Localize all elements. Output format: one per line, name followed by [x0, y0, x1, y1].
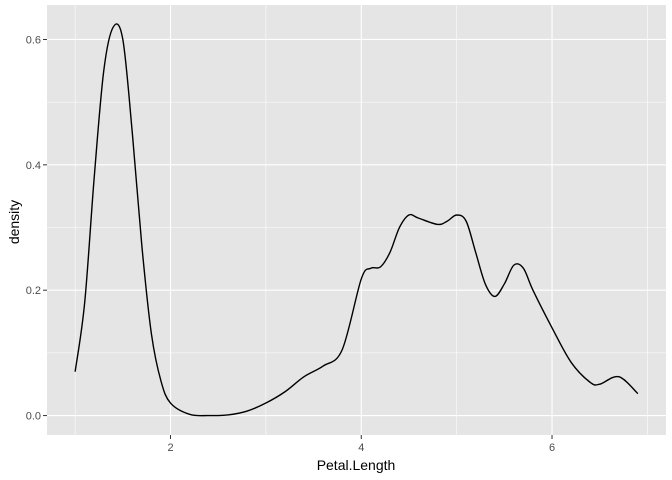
x-axis: 2 4 6 [167, 435, 555, 454]
y-tick-label: 0.2 [26, 285, 41, 297]
y-tick-label: 0.6 [26, 34, 41, 46]
y-tick-label: 0.0 [26, 411, 41, 423]
x-axis-title: Petal.Length [317, 457, 396, 473]
y-axis: 0.0 0.2 0.4 0.6 [26, 34, 47, 423]
plot-panel [47, 5, 666, 435]
major-gridlines [47, 5, 666, 435]
x-tick-label: 4 [358, 442, 364, 454]
x-tick-label: 6 [549, 442, 555, 454]
x-tick-label: 2 [167, 442, 173, 454]
density-curve [74, 23, 639, 417]
minor-gridlines [47, 5, 666, 435]
y-tick-label: 0.4 [26, 160, 41, 172]
y-axis-title: density [6, 200, 22, 244]
